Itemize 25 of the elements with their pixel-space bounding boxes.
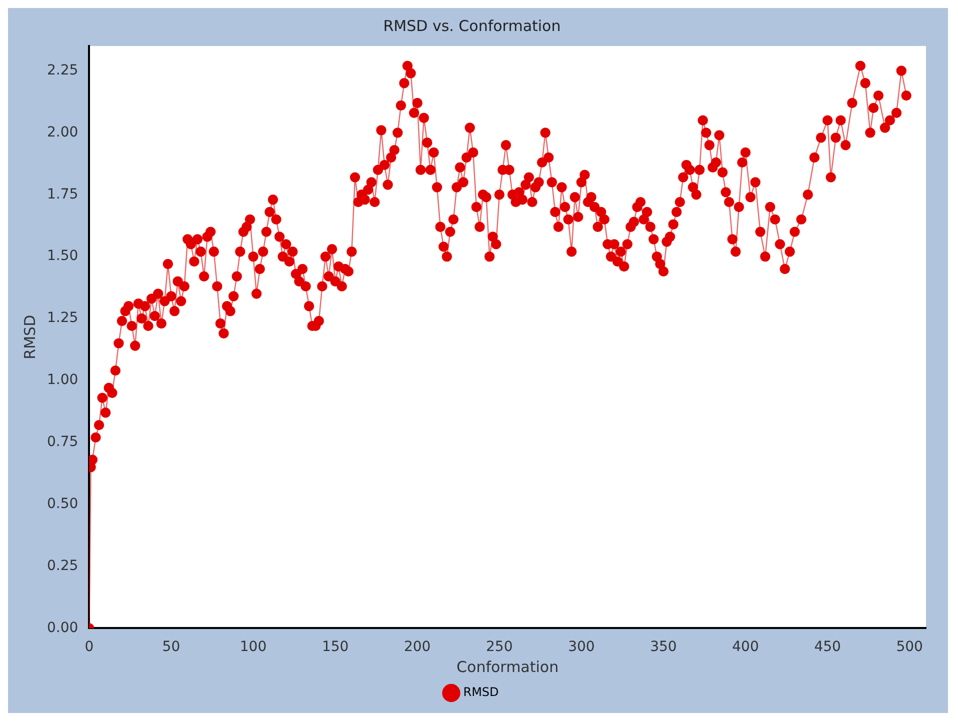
x-tick-label: 0 (84, 639, 94, 656)
y-tick-label: 0.50 (47, 496, 78, 512)
y-tick-label: 0.00 (47, 620, 78, 636)
x-tick-label: 500 (896, 639, 923, 656)
x-tick-label: 200 (404, 639, 431, 656)
x-tick-label: 50 (162, 639, 180, 656)
x-tick-label: 100 (240, 639, 267, 656)
y-tick-label: 1.50 (47, 248, 78, 264)
y-tick-label: 1.00 (47, 372, 78, 388)
chart-title: RMSD vs. Conformation (383, 16, 561, 35)
x-tick-label: 400 (732, 639, 759, 656)
y-tick-label: 2.25 (47, 62, 78, 78)
x-tick-label: 300 (568, 639, 595, 656)
y-tick-label: 1.75 (47, 186, 78, 202)
y-tick-label: 1.25 (47, 310, 78, 326)
y-tick-label: 2.00 (47, 124, 78, 140)
y-tick-label: 0.25 (47, 558, 78, 574)
y-tick-label: 0.75 (47, 434, 78, 450)
y-axis-title: RMSD (20, 314, 39, 360)
x-axis-title: Conformation (456, 658, 559, 676)
legend-label: RMSD (463, 685, 499, 700)
x-tick-label: 450 (814, 639, 841, 656)
x-tick-label: 350 (650, 639, 677, 656)
x-tick-label: 250 (486, 639, 513, 656)
x-tick-label: 150 (322, 639, 349, 656)
